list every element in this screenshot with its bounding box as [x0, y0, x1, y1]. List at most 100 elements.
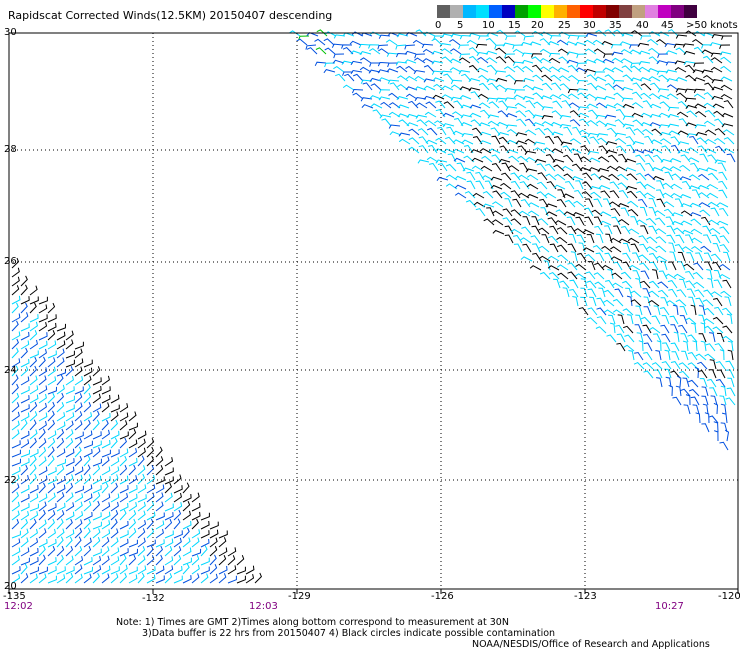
wind-barb [495, 47, 507, 55]
wind-barb [92, 385, 102, 395]
wind-barb [463, 144, 474, 154]
wind-barb [92, 528, 101, 539]
wind-barb [498, 158, 511, 163]
wind-barb [576, 234, 586, 244]
wind-barb [685, 64, 696, 73]
wind-barb [209, 554, 217, 566]
wind-barb [47, 357, 56, 368]
wind-barb [586, 317, 598, 325]
wind-barb [468, 78, 481, 83]
wind-barb [623, 325, 634, 334]
wind-barb [635, 154, 646, 163]
wind-barb [632, 82, 643, 91]
wind-barb [656, 189, 665, 199]
wind-barb [74, 348, 83, 359]
wind-barb [83, 367, 93, 377]
wind-barb [514, 89, 526, 94]
wind-barb [510, 190, 521, 199]
wind-barb [635, 305, 643, 316]
wind-barb [164, 573, 173, 584]
wind-barb [47, 446, 55, 458]
wind-barb [551, 82, 562, 91]
wind-barb [74, 519, 83, 530]
wind-barb [656, 60, 669, 65]
wind-barb [209, 573, 218, 584]
wind-barb [424, 111, 437, 118]
wind-barb [667, 106, 680, 112]
scale-label: 5 [457, 20, 464, 31]
wind-barb [587, 261, 596, 271]
wind-barb [675, 234, 685, 244]
wind-barb [577, 106, 590, 111]
wind-barb [92, 458, 102, 467]
wind-barb [718, 180, 728, 190]
wind-barb [591, 209, 603, 217]
wind-barb [38, 420, 47, 431]
wind-barb [423, 85, 436, 91]
wind-barb [296, 38, 308, 46]
wind-barb [38, 482, 46, 494]
wind-barb [617, 203, 630, 208]
wind-barb [580, 278, 588, 289]
wind-barb [110, 404, 120, 413]
wind-barb [512, 234, 523, 244]
wind-barb [360, 97, 373, 102]
wind-barb [11, 420, 20, 431]
wind-barb [700, 245, 712, 253]
wind-barb [414, 75, 427, 82]
wind-barb [537, 172, 548, 181]
wind-barb [209, 546, 218, 557]
wind-barb [306, 47, 318, 55]
wind-barb [441, 94, 454, 100]
wind-barb [550, 74, 562, 82]
wind-barb [541, 106, 554, 111]
wind-barb [74, 485, 84, 494]
wind-barb [56, 458, 66, 467]
wind-barb [236, 566, 246, 575]
wind-barb [709, 332, 716, 343]
wind-barb [622, 280, 633, 289]
wind-barb [674, 60, 687, 65]
wind-barb [659, 101, 671, 109]
scale-label: 45 [661, 20, 674, 31]
wind-barb [227, 547, 237, 557]
scale-swatch [619, 5, 632, 18]
wind-barb [11, 458, 21, 467]
wind-barb [651, 362, 663, 370]
wind-barb [573, 200, 585, 208]
wind-barb [710, 66, 723, 73]
wind-barb [56, 340, 66, 350]
wind-barb [636, 190, 647, 199]
wind-barb [477, 56, 489, 64]
wind-barb [495, 77, 508, 82]
wind-barb [453, 100, 464, 109]
wind-barb [690, 228, 703, 235]
wind-barb [581, 135, 591, 145]
wind-barb [524, 150, 537, 155]
wind-barb [609, 181, 620, 190]
wind-barb [56, 492, 65, 503]
wind-barb [209, 521, 219, 530]
wind-barb [11, 440, 21, 449]
wind-barb [521, 226, 532, 235]
wind-barb [521, 59, 534, 64]
wind-barb [83, 440, 93, 449]
wind-barb [587, 132, 600, 138]
wind-barb [637, 42, 650, 48]
wind-barb [630, 65, 642, 73]
wind-barb [47, 302, 56, 314]
wind-barb [713, 110, 725, 118]
wind-barb [146, 446, 154, 458]
wind-barb [20, 464, 28, 476]
wind-barb [29, 419, 37, 431]
wind-barb [47, 322, 57, 332]
wind-barb [645, 162, 655, 172]
wind-barb [38, 375, 47, 386]
wind-barb [128, 439, 138, 449]
wind-barb [548, 52, 561, 58]
wind-barb [580, 156, 592, 163]
wind-barb [20, 518, 28, 530]
wind-barb [651, 315, 661, 325]
wind-barb [613, 225, 622, 235]
wind-barb [137, 572, 145, 584]
